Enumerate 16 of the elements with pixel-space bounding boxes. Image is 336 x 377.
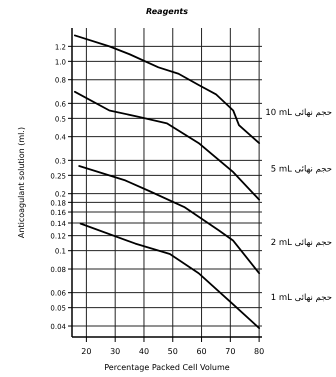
line-series xyxy=(80,222,260,329)
x-tick-label: 60 xyxy=(196,347,207,356)
y-axis-title: Anticoagulant solution (ml.) xyxy=(17,126,26,238)
x-tick-label: 20 xyxy=(81,347,92,356)
text: 5 mL حجم نهائی xyxy=(270,164,332,175)
text: 10 mL حجم نهائی xyxy=(265,108,332,118)
x-tick-label: 70 xyxy=(225,347,236,356)
x-tick-label: 30 xyxy=(110,347,120,356)
x-tick-label: 50 xyxy=(168,347,178,356)
text: 2 mL حجم نهائی xyxy=(270,238,332,248)
text: 1 mL حجم نهائی xyxy=(270,293,332,304)
chart-title: Reagents xyxy=(146,7,188,16)
line-series xyxy=(78,165,260,274)
x-axis-title: Percentage Packed Cell Volume xyxy=(104,363,230,372)
x-tick-label: 40 xyxy=(138,347,150,356)
x-tick-label: 80 xyxy=(254,347,264,356)
